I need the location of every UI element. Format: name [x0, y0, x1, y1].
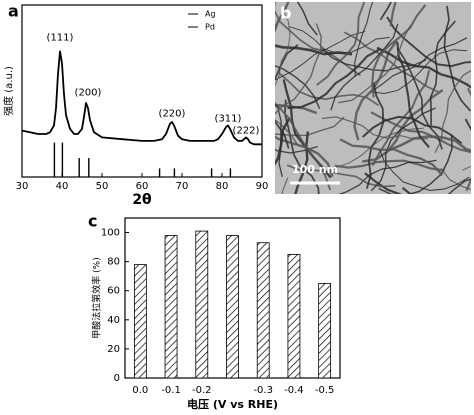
nanowire	[296, 2, 318, 36]
nanowire	[429, 20, 457, 126]
nanowire	[275, 23, 322, 115]
nanowire	[275, 8, 291, 102]
tem-texture	[275, 2, 471, 194]
nanowire	[378, 148, 470, 191]
y-tick-label: 40	[107, 315, 120, 326]
nanowire	[275, 44, 299, 81]
x-axis-label: 2θ	[132, 192, 152, 208]
panel-label: c	[88, 212, 97, 231]
nanowire	[364, 172, 402, 194]
plot-frame	[21, 4, 263, 178]
peak-label: (311)	[215, 114, 242, 125]
y-axis-label: 甲酸法拉第效率 (%)	[91, 257, 103, 338]
y-tick-label: 20	[107, 344, 120, 355]
scale-bar-label: 100 nm	[292, 163, 338, 176]
bar	[164, 235, 178, 379]
nanowire	[396, 41, 430, 148]
nanowire	[275, 145, 318, 154]
nanowire	[370, 37, 468, 93]
x-tick-label: 0.0	[132, 385, 148, 396]
y-tick-label: 100	[101, 228, 120, 239]
bar	[287, 253, 301, 379]
nanowire	[389, 2, 397, 27]
x-tick-label: 50	[96, 181, 109, 192]
y-tick-label: 80	[107, 257, 120, 268]
nanowire	[330, 23, 399, 111]
nanowire	[275, 119, 299, 146]
nanowire	[275, 9, 361, 77]
x-axis-label: 电压 (V vs RHE)	[187, 397, 278, 411]
nanowire	[275, 117, 291, 166]
nanowire	[371, 4, 427, 98]
peak-label: (222)	[233, 126, 260, 137]
nanowire	[275, 102, 283, 177]
nanowire	[434, 69, 471, 153]
nanowire	[334, 159, 445, 172]
nanowire	[378, 134, 453, 194]
x-tick-label: -0.5	[315, 385, 335, 396]
x-tick-label: -0.4	[284, 385, 304, 396]
nanowire	[275, 119, 290, 149]
nanowire	[277, 71, 380, 107]
legend-label: Pd	[205, 23, 215, 32]
x-tick-label: -0.2	[192, 385, 212, 396]
nanowire	[275, 104, 332, 191]
nanowire	[316, 2, 366, 86]
nanowire	[379, 2, 393, 21]
nanowire	[440, 168, 471, 190]
nanowire	[321, 116, 429, 140]
nanowire	[275, 116, 345, 137]
bar	[226, 235, 239, 379]
nanowire	[275, 65, 321, 109]
legend-label: Ag	[205, 10, 216, 19]
nanowire	[338, 24, 412, 104]
y-axis-label: 强度 (a.u.)	[2, 66, 15, 116]
nanowire	[370, 49, 468, 95]
nanowire	[275, 2, 290, 34]
xrd-curve	[21, 50, 262, 146]
x-tick-label: -0.1	[161, 385, 181, 396]
y-tick-label: 60	[107, 286, 120, 297]
panel-label: a	[8, 2, 19, 21]
x-tick-label: 40	[56, 181, 69, 192]
x-tick-label: 30	[16, 181, 29, 192]
x-tick-label: 80	[216, 181, 229, 192]
x-tick-label: -0.3	[253, 385, 273, 396]
x-tick-label: 70	[176, 181, 189, 192]
peak-label: (220)	[159, 108, 186, 119]
x-tick-label: 90	[256, 181, 269, 192]
bar	[318, 283, 332, 379]
nanowire	[362, 89, 444, 163]
y-tick-label: 0	[114, 373, 120, 384]
nanowire	[321, 48, 427, 72]
nanowire	[287, 48, 380, 109]
nanowire	[275, 44, 353, 56]
nanowire	[397, 48, 443, 150]
panel-label: b	[280, 4, 291, 23]
x-tick-label: 60	[136, 181, 149, 192]
nanowire	[339, 138, 444, 177]
nanowire	[275, 135, 334, 178]
nanowire	[447, 178, 471, 194]
nanowire	[386, 16, 471, 68]
nanowire	[354, 2, 374, 77]
bar	[195, 230, 209, 379]
peak-label: (200)	[75, 88, 102, 99]
nanowire	[370, 107, 436, 192]
bar	[256, 242, 270, 379]
nanowire	[401, 186, 413, 194]
nanowire	[275, 30, 366, 81]
peak-label: (111)	[47, 33, 74, 44]
nanowire	[338, 159, 437, 194]
nanowire	[443, 5, 471, 112]
nanowire	[376, 46, 471, 89]
bar	[133, 264, 147, 379]
